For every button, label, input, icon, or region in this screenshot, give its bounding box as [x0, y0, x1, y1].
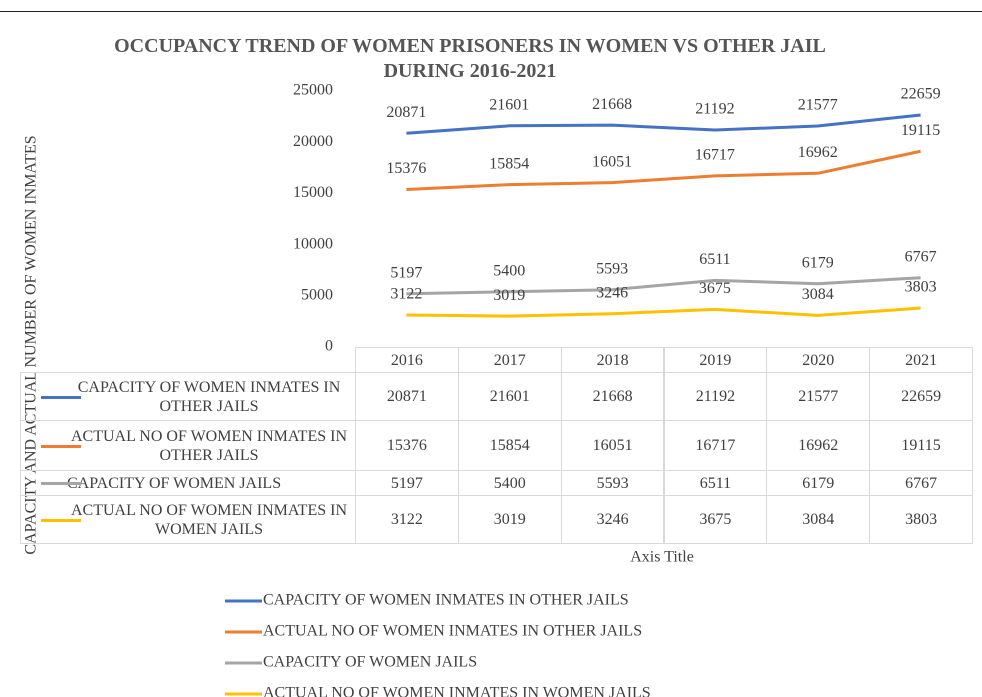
data-label: 5593 — [596, 260, 628, 277]
table-header: 2020 — [766, 347, 871, 373]
data-label: 3803 — [905, 279, 937, 296]
table-cell: 21601 — [457, 372, 562, 421]
table-cell: 3675 — [663, 495, 768, 544]
y-tick-label: 5000 — [301, 286, 333, 303]
data-label: 6179 — [802, 254, 834, 271]
table-header: 2017 — [457, 347, 562, 373]
table-row-label: CAPACITY OF WOMEN JAILS — [20, 470, 356, 496]
table-cell: 5197 — [355, 470, 459, 496]
table-row-label: CAPACITY OF WOMEN INMATES IN OTHER JAILS — [20, 372, 356, 421]
table-header: 2019 — [663, 347, 768, 373]
data-label: 3246 — [596, 284, 628, 301]
top-rule — [0, 11, 982, 12]
table-cell: 15376 — [355, 420, 459, 471]
table-cell: 16717 — [663, 420, 768, 471]
legend-key — [41, 518, 81, 522]
table-cell: 6767 — [869, 470, 973, 496]
table-header: 2018 — [560, 347, 665, 373]
y-tick-label: 0 — [325, 338, 333, 355]
series-line — [406, 276, 921, 296]
y-tick-label: 15000 — [293, 184, 333, 201]
legend-key — [41, 395, 81, 399]
legend-label: CAPACITY OF WOMEN INMATES IN OTHER JAILS — [263, 592, 629, 609]
data-label: 21601 — [489, 96, 529, 113]
table-cell: 19115 — [869, 420, 973, 471]
data-label: 19115 — [901, 122, 940, 139]
series-line — [406, 113, 921, 135]
legend-key — [41, 444, 81, 448]
table-cell: 3246 — [560, 495, 665, 544]
series-line — [406, 306, 921, 318]
table-cell: 15854 — [457, 420, 562, 471]
legend-label: ACTUAL NO OF WOMEN INMATES IN WOMEN JAIL… — [263, 685, 651, 697]
data-label: 3675 — [699, 280, 731, 297]
table-cell: 16051 — [560, 420, 665, 471]
table-cell: 20871 — [355, 372, 459, 421]
table-header: 2021 — [869, 347, 973, 373]
data-label: 16051 — [592, 153, 632, 170]
data-label: 5400 — [493, 262, 525, 279]
table-cell: 3803 — [869, 495, 973, 544]
data-label: 21668 — [592, 96, 632, 113]
legend-label: ACTUAL NO OF WOMEN INMATES IN OTHER JAIL… — [263, 623, 642, 640]
table-cell: 3122 — [355, 495, 459, 544]
data-label: 22659 — [901, 86, 941, 103]
y-tick-label: 25000 — [293, 82, 333, 99]
table-cell: 3019 — [457, 495, 562, 544]
data-label: 5197 — [390, 264, 422, 281]
table-header: 2016 — [355, 347, 459, 373]
table-cell: 16962 — [766, 420, 871, 471]
data-label: 15854 — [489, 155, 529, 172]
y-axis-label: CAPACITY AND ACTUAL NUMBER OF WOMEN INMA… — [23, 135, 40, 554]
data-label: 3084 — [802, 286, 834, 303]
table-row-label: ACTUAL NO OF WOMEN INMATES IN OTHER JAIL… — [20, 420, 356, 471]
table-cell: 21577 — [766, 372, 871, 421]
table-cell: 22659 — [869, 372, 973, 421]
data-label: 6511 — [699, 251, 730, 268]
chart-title: OCCUPANCY TREND OF WOMEN PRISONERS IN WO… — [114, 35, 826, 82]
table-cell: 21668 — [560, 372, 665, 421]
data-label: 6767 — [905, 248, 937, 265]
table-row-label: ACTUAL NO OF WOMEN INMATES IN WOMEN JAIL… — [20, 495, 356, 544]
table-cell: 3084 — [766, 495, 871, 544]
table-cell: 21192 — [663, 372, 768, 421]
y-tick-label: 20000 — [293, 133, 333, 150]
table-cell: 5400 — [457, 470, 562, 496]
data-label: 20871 — [386, 104, 426, 121]
table-cell: 6511 — [663, 470, 768, 496]
legend-key — [41, 482, 81, 485]
y-tick-label: 10000 — [293, 235, 333, 252]
data-label: 21577 — [798, 97, 838, 114]
data-label: 3122 — [390, 286, 422, 303]
series-line — [406, 149, 921, 192]
table-cell: 5593 — [560, 470, 665, 496]
x-axis-label: Axis Title — [630, 549, 694, 566]
table-cell: 6179 — [766, 470, 871, 496]
data-label: 16717 — [695, 146, 735, 163]
data-label: 3019 — [493, 287, 525, 304]
data-label: 21192 — [695, 101, 734, 118]
legend-label: CAPACITY OF WOMEN JAILS — [263, 654, 477, 671]
data-label: 16962 — [798, 144, 838, 161]
data-label: 15376 — [386, 160, 426, 177]
